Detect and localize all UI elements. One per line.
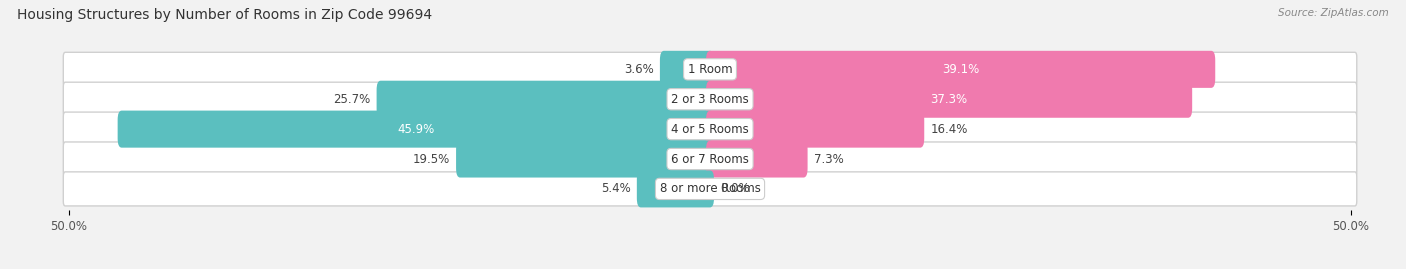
Text: 4 or 5 Rooms: 4 or 5 Rooms xyxy=(671,123,749,136)
FancyBboxPatch shape xyxy=(659,51,714,88)
FancyBboxPatch shape xyxy=(637,170,714,207)
Text: 25.7%: 25.7% xyxy=(333,93,370,106)
Text: 45.9%: 45.9% xyxy=(398,123,434,136)
FancyBboxPatch shape xyxy=(63,82,1357,116)
FancyBboxPatch shape xyxy=(706,51,1215,88)
Text: 8 or more Rooms: 8 or more Rooms xyxy=(659,182,761,195)
Text: 7.3%: 7.3% xyxy=(814,153,844,165)
Text: Housing Structures by Number of Rooms in Zip Code 99694: Housing Structures by Number of Rooms in… xyxy=(17,8,432,22)
FancyBboxPatch shape xyxy=(377,81,714,118)
Text: 16.4%: 16.4% xyxy=(931,123,967,136)
FancyBboxPatch shape xyxy=(63,172,1357,206)
FancyBboxPatch shape xyxy=(456,140,714,178)
Text: 6 or 7 Rooms: 6 or 7 Rooms xyxy=(671,153,749,165)
FancyBboxPatch shape xyxy=(118,111,714,148)
Legend: Owner-occupied, Renter-occupied: Owner-occupied, Renter-occupied xyxy=(568,264,852,269)
FancyBboxPatch shape xyxy=(63,52,1357,86)
Text: 1 Room: 1 Room xyxy=(688,63,733,76)
FancyBboxPatch shape xyxy=(706,81,1192,118)
Text: Source: ZipAtlas.com: Source: ZipAtlas.com xyxy=(1278,8,1389,18)
FancyBboxPatch shape xyxy=(706,140,807,178)
Text: 19.5%: 19.5% xyxy=(412,153,450,165)
FancyBboxPatch shape xyxy=(63,112,1357,146)
Text: 39.1%: 39.1% xyxy=(942,63,979,76)
Text: 5.4%: 5.4% xyxy=(600,182,630,195)
FancyBboxPatch shape xyxy=(706,111,924,148)
FancyBboxPatch shape xyxy=(63,142,1357,176)
Text: 0.0%: 0.0% xyxy=(720,182,749,195)
Text: 37.3%: 37.3% xyxy=(931,93,967,106)
Text: 3.6%: 3.6% xyxy=(624,63,654,76)
Text: 2 or 3 Rooms: 2 or 3 Rooms xyxy=(671,93,749,106)
